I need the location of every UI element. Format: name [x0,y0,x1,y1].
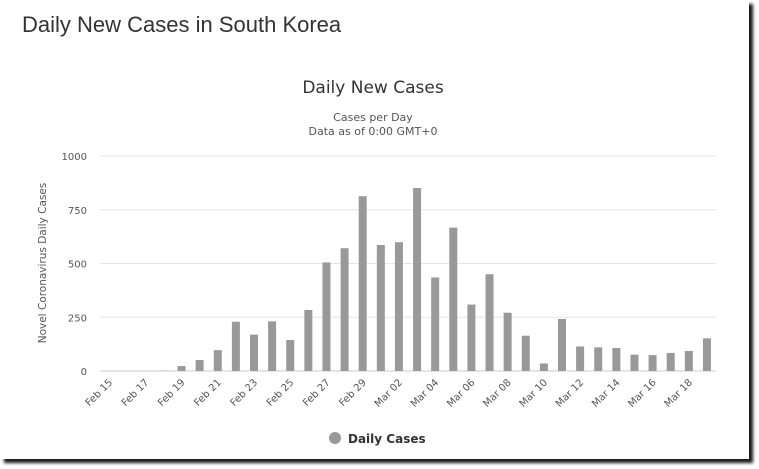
chart-panel [0,0,749,459]
bar[interactable] [394,242,403,371]
x-tick-label: Feb 21 [192,377,224,409]
y-axis-label: Novel Coronavirus Daily Cases [37,183,49,344]
bar[interactable] [467,304,476,371]
x-tick-label: Feb 25 [265,377,297,409]
chart-subtitle-line-1: Cases per Day [333,111,413,124]
bar[interactable] [666,352,675,371]
bar[interactable] [195,360,204,371]
x-tick-label: Mar 02 [373,377,405,409]
bar[interactable] [539,363,548,371]
bar[interactable] [213,350,222,371]
x-axis-ticks: Feb 15 Feb 17 Feb 19 Feb 21 Feb 23 Feb 25 Feb … [84,377,695,409]
y-tick-label: 1000 [62,152,87,163]
bar[interactable] [630,354,639,371]
x-tick-label: Mar 08 [481,377,513,409]
x-tick-label: Feb 29 [337,377,369,409]
legend-marker [329,432,341,444]
bar[interactable] [648,355,657,371]
bar[interactable] [558,318,566,371]
y-tick-label: 500 [68,260,87,271]
x-tick-label: Mar 14 [590,377,622,409]
x-tick-label: Mar 18 [663,377,695,409]
bar[interactable] [612,347,621,371]
bar[interactable] [177,366,186,371]
bars [159,188,711,371]
x-tick-label: Feb 23 [229,377,261,409]
gridlines [100,155,716,372]
y-tick-label: 0 [81,367,87,378]
legend[interactable]: Daily Cases [329,432,426,446]
bar[interactable] [594,347,603,371]
y-tick-label: 750 [68,206,87,217]
bar[interactable] [503,312,512,371]
bar[interactable] [684,351,693,371]
bar[interactable] [431,277,440,371]
bar[interactable] [250,334,258,371]
chart-subtitle-line-2: Data as of 0:00 GMT+0 [309,125,438,138]
bar[interactable] [304,309,313,371]
bar[interactable] [358,196,367,371]
bar[interactable] [449,227,458,371]
bar[interactable] [286,340,295,371]
x-tick-label: Feb 27 [301,377,333,409]
page-title: Daily New Cases in South Korea [22,12,342,37]
x-tick-label: Feb 15 [84,377,116,409]
bar[interactable] [413,188,422,371]
bar[interactable] [485,274,494,371]
y-axis-ticks: 0 250 500 750 1000 [62,152,87,378]
bar[interactable] [231,321,240,371]
bar[interactable] [322,262,331,371]
x-tick-label: Mar 06 [445,377,477,409]
bar[interactable] [268,321,277,371]
x-tick-label: Feb 17 [120,377,152,409]
bar[interactable] [521,335,530,371]
bar[interactable] [576,346,585,371]
x-tick-label: Mar 12 [554,377,586,409]
bar[interactable] [702,338,711,371]
x-tick-label: Mar 10 [518,377,550,409]
legend-label[interactable]: Daily Cases [348,432,426,446]
x-tick-label: Mar 04 [409,377,441,409]
bar[interactable] [376,245,385,371]
x-tick-label: Mar 16 [626,377,658,409]
bar[interactable] [340,248,349,371]
x-tick-label: Feb 19 [156,377,188,409]
y-tick-label: 250 [68,313,87,324]
chart-title: Daily New Cases [302,78,444,98]
